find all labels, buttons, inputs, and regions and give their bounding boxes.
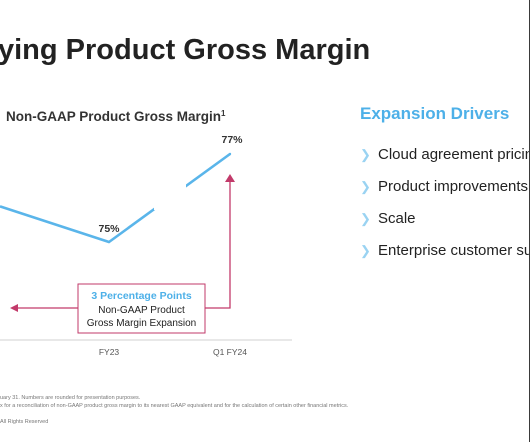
driver-label: Product improvements — [378, 178, 529, 195]
chevron-right-icon: ❯ — [360, 179, 371, 194]
driver-label: Scale — [378, 210, 416, 227]
drivers-title: Expansion Drivers — [360, 104, 510, 123]
driver-item: ❯ Product improvements — [360, 178, 528, 195]
data-point — [228, 152, 232, 156]
annotation-arrow-up — [225, 174, 235, 182]
driver-label: Cloud agreement pricing — [378, 146, 529, 163]
annotation-box — [77, 283, 206, 334]
x-tick-label: Q1 FY24 — [213, 347, 247, 357]
chevron-right-icon: ❯ — [360, 211, 371, 226]
annotation-body-line2: Gross Margin Expansion — [87, 318, 197, 329]
annotation-bracket — [205, 178, 231, 309]
line-gap — [154, 182, 186, 210]
chevron-right-icon: ❯ — [360, 243, 371, 258]
driver-label: Enterprise customer suc — [378, 242, 529, 259]
data-label: 77% — [221, 134, 243, 146]
driver-item: ❯ Scale — [360, 210, 416, 227]
data-label: 75% — [98, 223, 120, 235]
footnote: x for a reconciliation of non-GAAP produ… — [0, 403, 349, 409]
annotation-headline: 3 Percentage Points — [91, 290, 192, 302]
data-point — [107, 240, 111, 244]
chart-title-superscript: 1 — [221, 109, 226, 118]
footnote: uary 31. Numbers are rounded for present… — [0, 395, 141, 401]
x-tick-label: FY23 — [99, 347, 120, 357]
driver-item: ❯ Cloud agreement pricing — [360, 146, 529, 163]
driver-item: ❯ Enterprise customer suc — [360, 242, 529, 259]
footnote: All Rights Reserved — [0, 419, 49, 425]
chevron-right-icon: ❯ — [360, 147, 371, 162]
annotation-arrow-left — [10, 304, 18, 312]
slide-title: ying Product Gross Margin — [0, 34, 371, 66]
annotation-body-line1: Non-GAAP Product — [98, 305, 185, 316]
chart-title: Non-GAAP Product Gross Margin1 — [6, 109, 226, 124]
